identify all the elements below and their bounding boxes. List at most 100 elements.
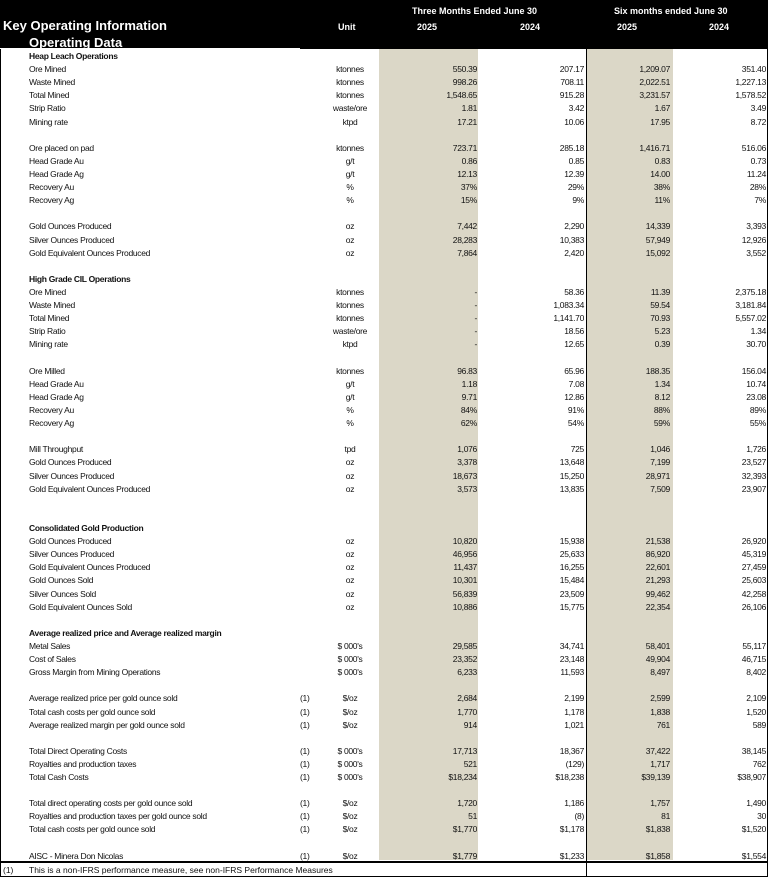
footnote-marker: (1)	[3, 865, 14, 875]
value-s2024: 30.70	[746, 339, 766, 350]
row-label: Head Grade Au	[29, 155, 84, 166]
row-label: Waste Mined	[29, 77, 75, 88]
value-q2024: $18,238	[555, 772, 584, 783]
year-header-s2025: 2025	[617, 22, 638, 32]
row-label: Total cash costs per gold ounce sold	[29, 706, 156, 717]
value-s2024: 0.73	[750, 155, 767, 166]
value-s2024: 7%	[754, 195, 766, 206]
value-q2024: 13,648	[559, 457, 585, 468]
section-title: Average realized price and Average reali…	[29, 627, 222, 638]
value-s2024: 3,552	[746, 247, 766, 258]
section-header: Consolidated Gold Production	[0, 522, 768, 535]
value-s2025: 1.67	[654, 103, 671, 114]
value-q2024: 285.18	[559, 142, 585, 153]
value-s2024: 26,920	[741, 536, 767, 547]
value-q2025: 521	[463, 758, 478, 769]
row-label: Silver Ounces Produced	[29, 234, 115, 245]
value-q2024: 12.65	[564, 339, 584, 350]
value-q2025: 29,585	[452, 640, 478, 651]
value-q2024: (129)	[565, 758, 585, 769]
row-label: Total cash costs per gold ounce sold	[29, 824, 156, 835]
value-q2025: -	[474, 286, 477, 297]
value-s2025: 1,838	[650, 706, 670, 717]
value-q2024: 23,148	[559, 654, 585, 665]
value-q2025: 28,283	[452, 234, 478, 245]
row-unit: oz	[345, 575, 355, 586]
row-label: Head Grade Ag	[29, 168, 84, 179]
value-s2025: 2,599	[650, 693, 670, 704]
shaded-column-q2025	[379, 49, 478, 860]
section-title: Consolidated Gold Production	[29, 522, 144, 533]
value-s2024: 55%	[749, 418, 766, 429]
table-row: Recovery Ag% 62% 54% 59% 55%	[0, 417, 768, 430]
row-label: Royalties and production taxes per gold …	[29, 811, 207, 822]
value-s2025: $39,139	[641, 772, 670, 783]
row-unit: $ 000's	[337, 667, 363, 678]
value-q2025: 12.13	[457, 168, 477, 179]
value-q2025: 51	[468, 811, 477, 822]
row-label: Silver Ounces Sold	[29, 588, 96, 599]
value-q2024: 9%	[572, 195, 584, 206]
row-unit: $/oz	[342, 693, 358, 704]
value-s2024: 11.24	[746, 168, 766, 179]
value-s2024: 1,726	[746, 444, 766, 455]
row-label: Strip Ratio	[29, 103, 66, 114]
table-row: Silver Ounces Produced oz 28,283 10,383 57,9…	[0, 234, 768, 247]
row-unit: ktonnes	[336, 286, 364, 297]
row-unit: oz	[345, 562, 355, 573]
value-q2025: 17.21	[457, 116, 477, 127]
value-s2024: 2,109	[746, 693, 766, 704]
value-q2024: 18,367	[559, 745, 585, 756]
value-q2024: 34,741	[559, 640, 585, 651]
table-row: Total Mined ktonnes 1,548.65 915.28 3,231.57…	[0, 89, 768, 102]
three-months-header: Three Months Ended June 30	[412, 6, 538, 16]
table-row: Total Mined ktonnes - 1,141.70 70.93 5,557.02	[0, 312, 768, 325]
row-label: Head Grade Au	[29, 378, 84, 389]
row-label: Mining rate	[29, 116, 68, 127]
row-unit: ktonnes	[336, 313, 364, 324]
value-q2025: 18,673	[452, 470, 478, 481]
row-unit: oz	[345, 221, 355, 232]
value-s2024: 1,227.13	[735, 77, 766, 88]
section-header: High Grade CIL Operations	[0, 273, 768, 286]
value-q2025: 11,437	[453, 562, 477, 573]
value-s2025: $1,858	[645, 850, 671, 861]
value-s2024: $1,520	[741, 824, 767, 835]
value-s2025: 88%	[653, 404, 670, 415]
row-label: Gold Ounces Sold	[29, 575, 94, 586]
row-unit: tpd	[344, 444, 356, 455]
value-s2024: 351.40	[741, 64, 767, 75]
table-header: Key Operating Information Operating Data…	[0, 0, 768, 50]
value-q2024: 1,141.70	[553, 313, 584, 324]
table-row: Gold Ounces Produced oz 3,378 13,648 7,199 23…	[0, 456, 768, 469]
spacer-row	[0, 509, 768, 522]
table-row: Ore Mined ktonnes 550.39 207.17 1,209.07 351.…	[0, 63, 768, 76]
value-s2024: 3.49	[750, 103, 767, 114]
value-s2025: 0.39	[654, 339, 671, 350]
value-q2024: 12.39	[564, 168, 584, 179]
value-q2024: 15,938	[559, 536, 585, 547]
table-row: Gold Equivalent Ounces Produced oz 3,573 13…	[0, 483, 768, 496]
value-s2024: 89%	[749, 404, 766, 415]
value-s2025: 1.34	[654, 378, 671, 389]
value-q2025: -	[474, 326, 477, 337]
row-footnote-ref: (1)	[300, 772, 310, 783]
row-label: Total Mined	[29, 90, 70, 101]
value-s2024: 12,926	[741, 234, 767, 245]
row-label: Recovery Ag	[29, 418, 74, 429]
row-label: Gold Ounces Produced	[29, 221, 112, 232]
value-q2025: 9.71	[461, 391, 478, 402]
value-s2024: 23.08	[746, 391, 766, 402]
table-row: Average realized margin per gold ounce s…	[0, 719, 768, 732]
value-q2025: -	[474, 339, 477, 350]
row-unit: oz	[345, 588, 355, 599]
row-label: Ore Milled	[29, 365, 65, 376]
spacer-row	[0, 837, 768, 850]
footnote-text: This is a non-IFRS performance measure, …	[29, 865, 333, 875]
value-q2025: -	[474, 300, 477, 311]
value-q2024: $1,233	[559, 850, 585, 861]
spacer-row	[0, 207, 768, 220]
row-unit: ktonnes	[336, 365, 364, 376]
value-q2025: 723.71	[452, 142, 478, 153]
row-label: Recovery Au	[29, 404, 74, 415]
